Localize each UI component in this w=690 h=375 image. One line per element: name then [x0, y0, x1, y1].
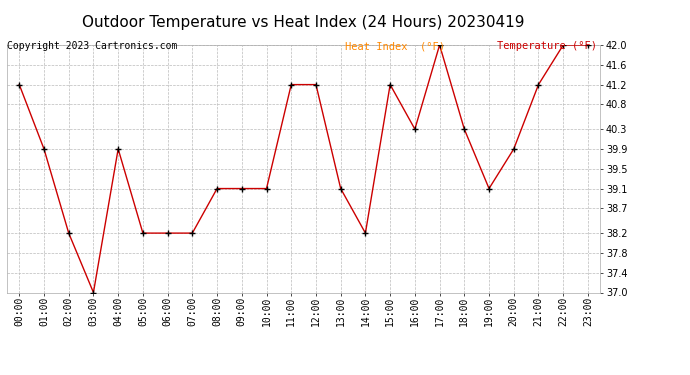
Text: Copyright 2023 Cartronics.com: Copyright 2023 Cartronics.com — [7, 41, 177, 51]
Text: Temperature (°F): Temperature (°F) — [497, 41, 597, 51]
Text: Heat Index  (°F): Heat Index (°F) — [345, 41, 445, 51]
Text: Outdoor Temperature vs Heat Index (24 Hours) 20230419: Outdoor Temperature vs Heat Index (24 Ho… — [82, 15, 525, 30]
